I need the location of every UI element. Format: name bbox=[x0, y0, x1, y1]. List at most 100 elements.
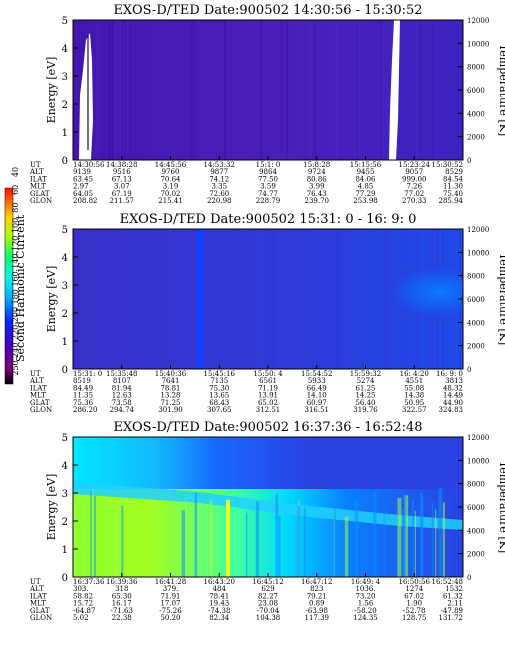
heatmap-texture-stripe bbox=[260, 20, 262, 160]
table-cell: 629 bbox=[261, 585, 274, 593]
table-cell: 15:54:52 bbox=[301, 370, 332, 378]
table-cell: 74.12 bbox=[209, 175, 229, 183]
table-cell: 71.91 bbox=[160, 592, 180, 600]
table-cell: 15:40:36 bbox=[155, 370, 187, 378]
table-cell: 71.25 bbox=[160, 399, 180, 407]
table-cell: 303. bbox=[73, 585, 89, 593]
heatmap-texture-stripe bbox=[132, 229, 135, 369]
table-cell: 68.43 bbox=[209, 399, 229, 407]
table-cell: 9724 bbox=[308, 168, 326, 176]
table-row-label: UT bbox=[30, 370, 41, 378]
table-cell: 228.79 bbox=[256, 197, 281, 205]
heatmap-texture-stripe bbox=[184, 501, 187, 577]
heatmap-texture-stripe bbox=[418, 20, 421, 160]
heatmap-texture-stripe bbox=[183, 229, 185, 369]
heatmap-texture-stripe bbox=[397, 497, 402, 577]
heatmap-texture-stripe bbox=[275, 494, 279, 577]
table-cell: 9877 bbox=[210, 168, 228, 176]
heatmap-texture-stripe bbox=[129, 20, 131, 160]
heatmap-texture-stripe bbox=[294, 229, 297, 369]
y2-tick-label: 12000 bbox=[467, 434, 489, 442]
y-tick-label: 4 bbox=[62, 44, 68, 55]
heatmap-texture-stripe bbox=[354, 500, 359, 577]
y-tick-label: 1 bbox=[62, 545, 68, 556]
table-cell: 15:1: 0 bbox=[256, 161, 281, 169]
table-row-label: ILAT bbox=[30, 175, 47, 183]
table-cell: 2.11 bbox=[447, 600, 463, 608]
colorbar-tick-label: 140 bbox=[11, 253, 20, 268]
y2-tick-label: 2000 bbox=[467, 343, 485, 351]
y2-tick-label: 8000 bbox=[467, 481, 485, 489]
table-cell: 9057 bbox=[405, 168, 423, 176]
table-cell: 294.74 bbox=[110, 406, 135, 414]
heatmap-texture-stripe bbox=[297, 505, 300, 577]
table-cell: 13.65 bbox=[209, 392, 229, 400]
table-row-label: ILAT bbox=[30, 592, 47, 600]
table-cell: 84.54 bbox=[443, 175, 464, 183]
y2-tick-label: 4000 bbox=[467, 527, 485, 535]
table-cell: 17.07 bbox=[160, 600, 180, 608]
y2-tick-label: 8000 bbox=[467, 64, 485, 72]
heatmap-texture-stripe bbox=[255, 501, 260, 577]
y2-tick-label: 0 bbox=[467, 157, 471, 165]
heatmap-texture-stripe bbox=[147, 229, 149, 369]
table-cell: 15:35:48 bbox=[106, 370, 137, 378]
table-cell: 253.98 bbox=[353, 197, 378, 205]
heatmap-texture-stripe bbox=[105, 229, 108, 369]
y-tick-label: 3 bbox=[62, 281, 68, 292]
table-cell: 484 bbox=[213, 585, 227, 593]
table-cell: 117.39 bbox=[305, 614, 330, 622]
table-cell: 301.90 bbox=[158, 406, 183, 414]
table-cell: 1274 bbox=[405, 585, 423, 593]
heatmap-texture-stripe bbox=[78, 229, 80, 369]
table-cell: 316.51 bbox=[305, 406, 330, 414]
table-cell: 15:15:56 bbox=[350, 161, 382, 169]
table-cell: 12.63 bbox=[112, 392, 132, 400]
table-row-label: ALT bbox=[29, 168, 44, 176]
table-cell: 379. bbox=[163, 585, 179, 593]
heatmap-texture-stripe bbox=[337, 229, 339, 369]
heatmap-texture-stripe bbox=[113, 229, 115, 369]
heatmap-texture-stripe bbox=[286, 20, 289, 160]
heatmap-texture-stripe bbox=[92, 489, 94, 577]
panel-2: EXOS-D/TED Date:900502 15:31: 0 - 16: 9:… bbox=[29, 212, 505, 414]
heatmap-texture-stripe bbox=[410, 20, 412, 160]
table-cell: 999.00 bbox=[402, 175, 427, 183]
y-tick-label: 4 bbox=[62, 253, 68, 264]
table-cell: 1.90 bbox=[406, 600, 422, 608]
heatmap-texture-stripe bbox=[153, 229, 156, 369]
heatmap-texture-stripe bbox=[414, 510, 416, 577]
heatmap-texture-stripe bbox=[94, 229, 97, 369]
table-cell: 1.56 bbox=[358, 600, 374, 608]
heatmap-texture-stripe bbox=[73, 501, 76, 577]
heatmap-texture-stripe bbox=[303, 508, 306, 577]
heatmap-texture-stripe bbox=[115, 506, 118, 577]
table-cell: 82.34 bbox=[209, 614, 230, 622]
colorbar-tick-label: 240 bbox=[11, 343, 20, 358]
heatmap-texture-stripe bbox=[309, 20, 312, 160]
heatmap-texture-stripe bbox=[157, 514, 161, 577]
table-row-label: GLON bbox=[30, 406, 52, 414]
table-row-label: MLT bbox=[30, 600, 46, 608]
table-cell: 7.26 bbox=[406, 183, 422, 191]
panel-1-white-band-right bbox=[389, 20, 400, 160]
heatmap-texture-stripe bbox=[93, 495, 96, 577]
table-cell: 823 bbox=[310, 585, 323, 593]
y2-tick-label: 4000 bbox=[467, 319, 485, 327]
table-cell: 16:39:36 bbox=[106, 578, 138, 586]
heatmap-texture-stripe bbox=[271, 229, 273, 369]
table-cell: 307.65 bbox=[207, 406, 232, 414]
table-cell: 3.35 bbox=[211, 183, 227, 191]
panel-2-bright-blob bbox=[380, 262, 463, 322]
heatmap-texture-stripe bbox=[97, 20, 99, 160]
table-cell: 5933 bbox=[308, 377, 326, 385]
table-cell: 80.86 bbox=[307, 175, 328, 183]
table-cell: 75.40 bbox=[443, 190, 463, 198]
table-cell: 16:45:12 bbox=[252, 578, 283, 586]
table-cell: 58.82 bbox=[73, 592, 93, 600]
table-cell: -74.38 bbox=[208, 607, 230, 615]
heatmap-texture-stripe bbox=[191, 20, 193, 160]
heatmap-texture-stripe bbox=[278, 516, 281, 577]
table-cell: 50.20 bbox=[160, 614, 180, 622]
table-cell: 1532 bbox=[445, 585, 463, 593]
